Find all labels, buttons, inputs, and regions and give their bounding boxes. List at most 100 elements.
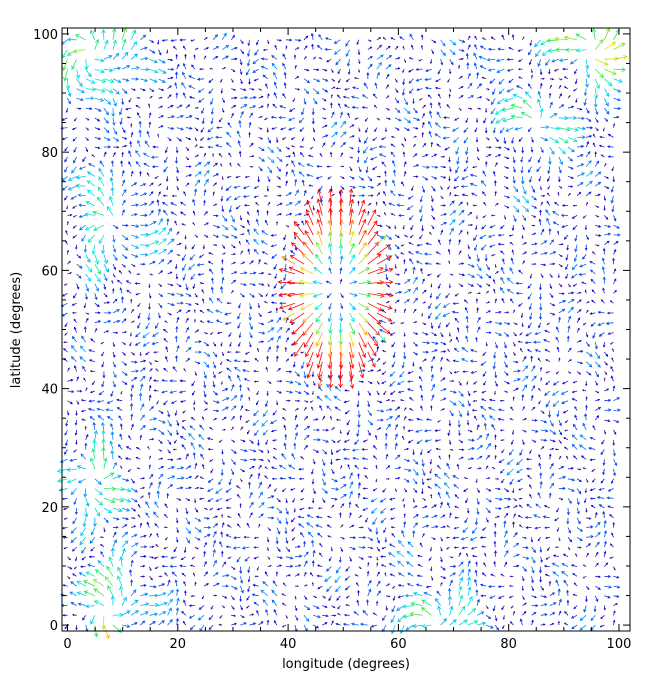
field-arrow	[520, 166, 524, 174]
field-arrow	[134, 282, 141, 285]
field-arrow	[436, 111, 441, 119]
field-arrow	[415, 78, 423, 82]
field-arrow	[434, 86, 441, 90]
field-arrow	[549, 439, 556, 443]
field-arrow	[194, 154, 200, 158]
field-arrow	[504, 311, 510, 314]
field-arrow	[522, 602, 527, 606]
field-arrow	[474, 127, 478, 133]
field-arrow	[253, 546, 259, 549]
field-arrow	[528, 176, 532, 183]
field-arrow	[466, 62, 470, 70]
field-arrow	[249, 260, 254, 265]
field-arrow	[285, 171, 288, 177]
field-arrow	[209, 458, 214, 462]
field-arrow	[312, 205, 315, 211]
field-arrow	[138, 120, 142, 128]
field-arrow	[165, 346, 168, 353]
field-arrow	[547, 410, 552, 419]
field-arrow	[146, 130, 150, 138]
field-arrow	[301, 253, 314, 265]
field-arrow	[567, 166, 574, 170]
field-arrow	[282, 53, 287, 60]
field-arrow	[282, 408, 287, 411]
field-arrow	[611, 166, 614, 172]
field-arrow	[167, 598, 173, 606]
field-arrow	[158, 217, 163, 226]
field-arrow	[595, 244, 600, 247]
field-arrow	[101, 244, 106, 255]
field-arrow	[484, 254, 488, 262]
field-arrow	[118, 443, 123, 450]
field-arrow	[208, 78, 214, 83]
field-arrow	[249, 105, 257, 109]
field-arrow	[485, 154, 492, 158]
field-arrow	[284, 346, 288, 353]
field-arrow	[384, 212, 387, 216]
field-arrow	[538, 454, 542, 460]
field-arrow	[558, 497, 564, 501]
field-arrow	[313, 449, 320, 453]
field-arrow	[194, 127, 199, 132]
field-arrow	[111, 27, 117, 40]
field-arrow	[416, 574, 423, 578]
field-arrow	[346, 59, 351, 67]
field-arrow	[283, 244, 287, 251]
field-arrow	[156, 532, 159, 538]
field-arrow	[613, 603, 618, 606]
field-arrow	[153, 556, 159, 560]
field-arrow	[253, 195, 259, 198]
field-arrow	[272, 456, 278, 460]
field-arrow	[231, 88, 237, 91]
field-arrow	[103, 527, 106, 533]
field-arrow	[417, 554, 423, 558]
field-arrow	[231, 46, 238, 50]
field-arrow	[343, 400, 350, 404]
field-arrow	[595, 215, 600, 218]
field-arrow	[199, 68, 205, 71]
field-arrow	[590, 322, 596, 327]
field-arrow	[148, 112, 152, 118]
field-arrow	[112, 309, 121, 314]
field-arrow	[130, 123, 133, 128]
field-arrow	[481, 76, 487, 80]
field-arrow	[331, 78, 335, 82]
field-arrow	[203, 222, 209, 226]
field-arrow	[256, 390, 259, 396]
field-arrow	[85, 624, 89, 633]
field-arrow	[585, 585, 590, 590]
field-arrow	[275, 571, 279, 577]
field-arrow	[576, 154, 584, 158]
field-arrow	[362, 609, 369, 616]
field-arrow	[317, 189, 323, 206]
field-arrow	[222, 252, 226, 255]
field-arrow	[199, 476, 205, 480]
field-arrow	[566, 335, 570, 343]
field-arrow	[513, 505, 518, 509]
field-arrow	[322, 605, 328, 608]
field-arrow	[185, 126, 193, 130]
field-arrow	[354, 117, 359, 120]
field-arrow	[493, 550, 497, 557]
field-arrow	[458, 39, 466, 43]
field-arrow	[572, 224, 578, 231]
field-arrow	[604, 107, 610, 115]
field-arrow	[103, 273, 108, 282]
field-arrow	[291, 160, 296, 167]
field-arrow	[103, 457, 108, 470]
field-arrow	[566, 589, 569, 596]
field-arrow	[237, 322, 241, 329]
field-arrow	[394, 254, 399, 259]
field-arrow	[358, 194, 366, 198]
field-arrow	[277, 279, 296, 285]
field-arrow	[203, 47, 210, 50]
field-arrow	[154, 566, 159, 570]
field-arrow	[585, 201, 588, 206]
field-arrow	[594, 381, 598, 386]
field-arrow	[390, 151, 396, 158]
field-arrow	[388, 202, 396, 206]
field-arrow	[328, 267, 332, 275]
field-arrow	[613, 224, 620, 229]
field-arrow	[158, 125, 164, 128]
field-arrow	[494, 162, 498, 167]
